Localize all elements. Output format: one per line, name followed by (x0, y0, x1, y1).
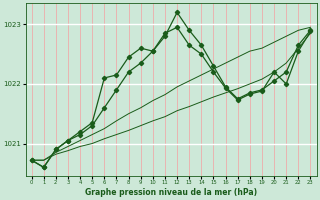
X-axis label: Graphe pression niveau de la mer (hPa): Graphe pression niveau de la mer (hPa) (85, 188, 257, 197)
